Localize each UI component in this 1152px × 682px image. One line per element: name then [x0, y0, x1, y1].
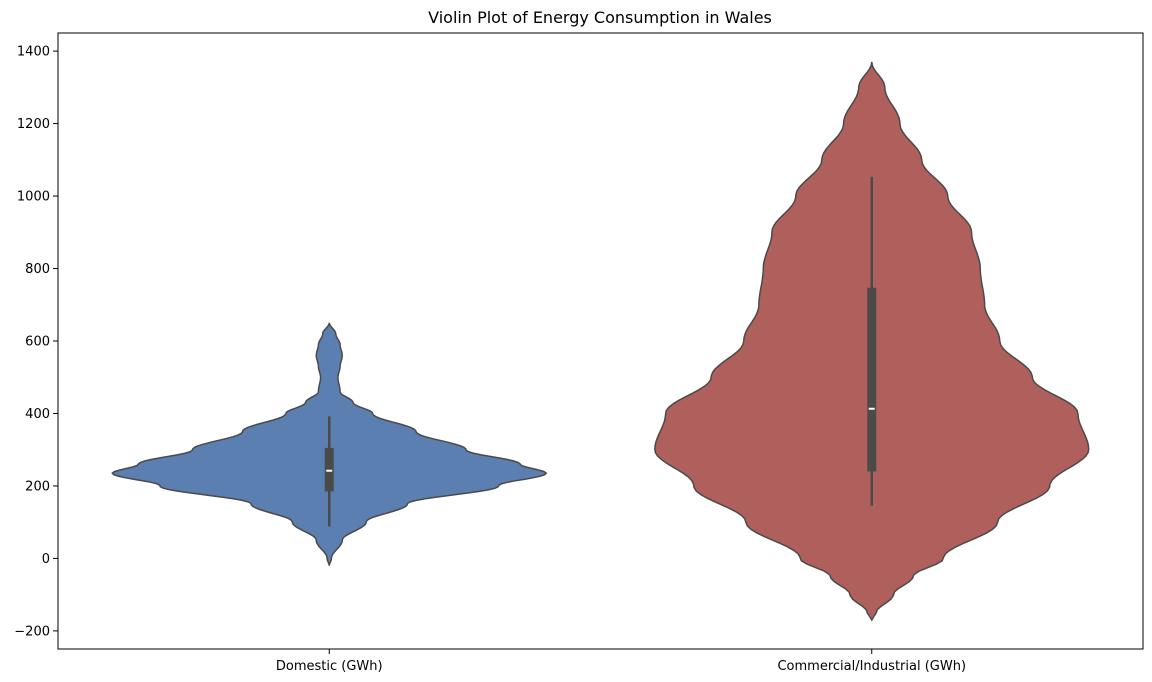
- y-tick-label: 800: [25, 262, 50, 277]
- iqr-box: [867, 287, 877, 472]
- x-axis: Domestic (GWh) Commercial/Industrial (GWh…: [276, 649, 966, 674]
- y-tick-label: 1000: [17, 190, 50, 205]
- chart-title: Violin Plot of Energy Consumption in Wal…: [428, 8, 772, 27]
- x-tick-label: Commercial/Industrial (GWh): [777, 659, 966, 674]
- y-tick-label: 400: [25, 407, 50, 422]
- y-tick-label: 200: [25, 479, 50, 494]
- plot-area: [111, 61, 1090, 622]
- x-tick-label: Domestic (GWh): [276, 659, 383, 674]
- y-axis: −200 0 200 400 600 800 1000 1200 1400: [14, 45, 58, 639]
- y-tick-label: 600: [25, 335, 50, 350]
- y-tick-label: −200: [14, 624, 50, 639]
- y-tick-label: 1200: [17, 117, 50, 132]
- iqr-box: [324, 447, 334, 492]
- y-tick-label: 0: [42, 552, 50, 567]
- y-tick-label: 1400: [17, 45, 50, 60]
